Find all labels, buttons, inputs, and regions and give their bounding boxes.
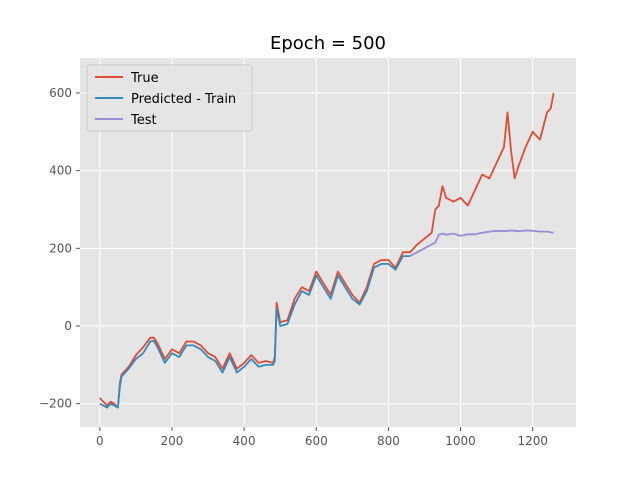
- x-tick-label: 1000: [445, 434, 476, 448]
- x-tick-label: 1200: [517, 434, 548, 448]
- y-tick-label: 0: [64, 319, 72, 333]
- x-axis: 0 200 400 600 800 1000 1200: [96, 427, 548, 448]
- series-layer: [99, 92, 555, 409]
- legend-label: Test: [130, 113, 157, 128]
- series-line-test: [409, 229, 554, 257]
- series-line-predicted-train: [99, 255, 411, 409]
- y-tick-label: −200: [39, 397, 72, 411]
- y-tick-label: 400: [49, 164, 72, 178]
- legend-label: True: [130, 71, 159, 86]
- x-tick-label: 200: [161, 434, 184, 448]
- legend-box: [86, 64, 253, 132]
- y-tick-label: 600: [49, 86, 72, 100]
- x-tick-label: 400: [233, 434, 256, 448]
- x-tick-label: 0: [96, 434, 104, 448]
- y-axis: −200 0 200 400 600: [39, 86, 80, 411]
- y-tick-label: 200: [49, 241, 72, 255]
- chart-title: Epoch = 500: [270, 33, 386, 54]
- legend: True Predicted - Train Test: [86, 64, 253, 132]
- x-tick-label: 600: [305, 434, 328, 448]
- series-line-true: [99, 92, 555, 409]
- x-tick-label: 800: [377, 434, 400, 448]
- legend-label: Predicted - Train: [131, 92, 236, 107]
